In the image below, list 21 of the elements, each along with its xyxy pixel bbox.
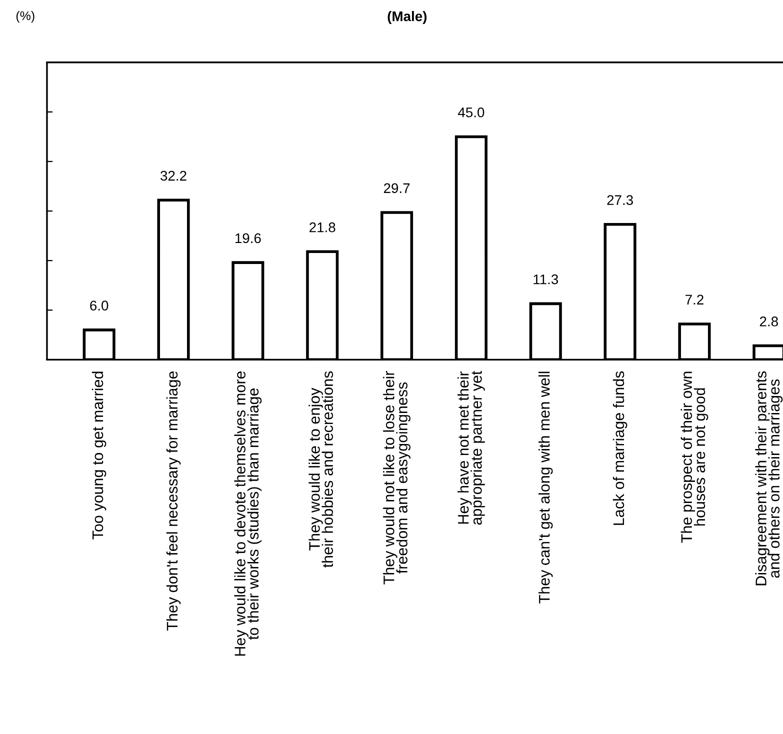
x-tick-label: They can't get along with men well	[538, 372, 553, 604]
x-tick-label: Hey have not met their appropriate partner yet	[458, 370, 485, 525]
data-label: 32.2	[160, 170, 186, 181]
y-axis-title: (%)	[16, 11, 34, 23]
x-tick-label: They would not like to lose their freedom and easygoingness	[383, 371, 410, 584]
data-label: 6.0	[90, 300, 108, 311]
data-label: 7.2	[686, 294, 704, 304]
data-label: 2.8	[760, 316, 778, 326]
x-tick-label: Too young to get married	[92, 372, 106, 540]
chart-title: (Male)	[388, 11, 427, 24]
x-tick-label: Lack of marriage funds	[612, 371, 628, 525]
data-label: 21.8	[310, 222, 336, 232]
data-label: 11.3	[534, 274, 558, 284]
x-tick-label: Hey would like to devote themselves more to their works (studies) than marriage	[234, 371, 262, 656]
data-label: 27.3	[607, 195, 633, 205]
x-tick-label: They don't feel necessary for marriage	[166, 371, 181, 631]
data-label: 19.6	[235, 233, 261, 244]
data-label: 45.0	[458, 107, 484, 118]
data-label: 29.7	[384, 183, 410, 194]
x-tick-label: They would like to enjoy their hobbies and recreations	[308, 371, 334, 568]
x-tick-label: The prospect of their own houses are not good	[680, 372, 708, 543]
